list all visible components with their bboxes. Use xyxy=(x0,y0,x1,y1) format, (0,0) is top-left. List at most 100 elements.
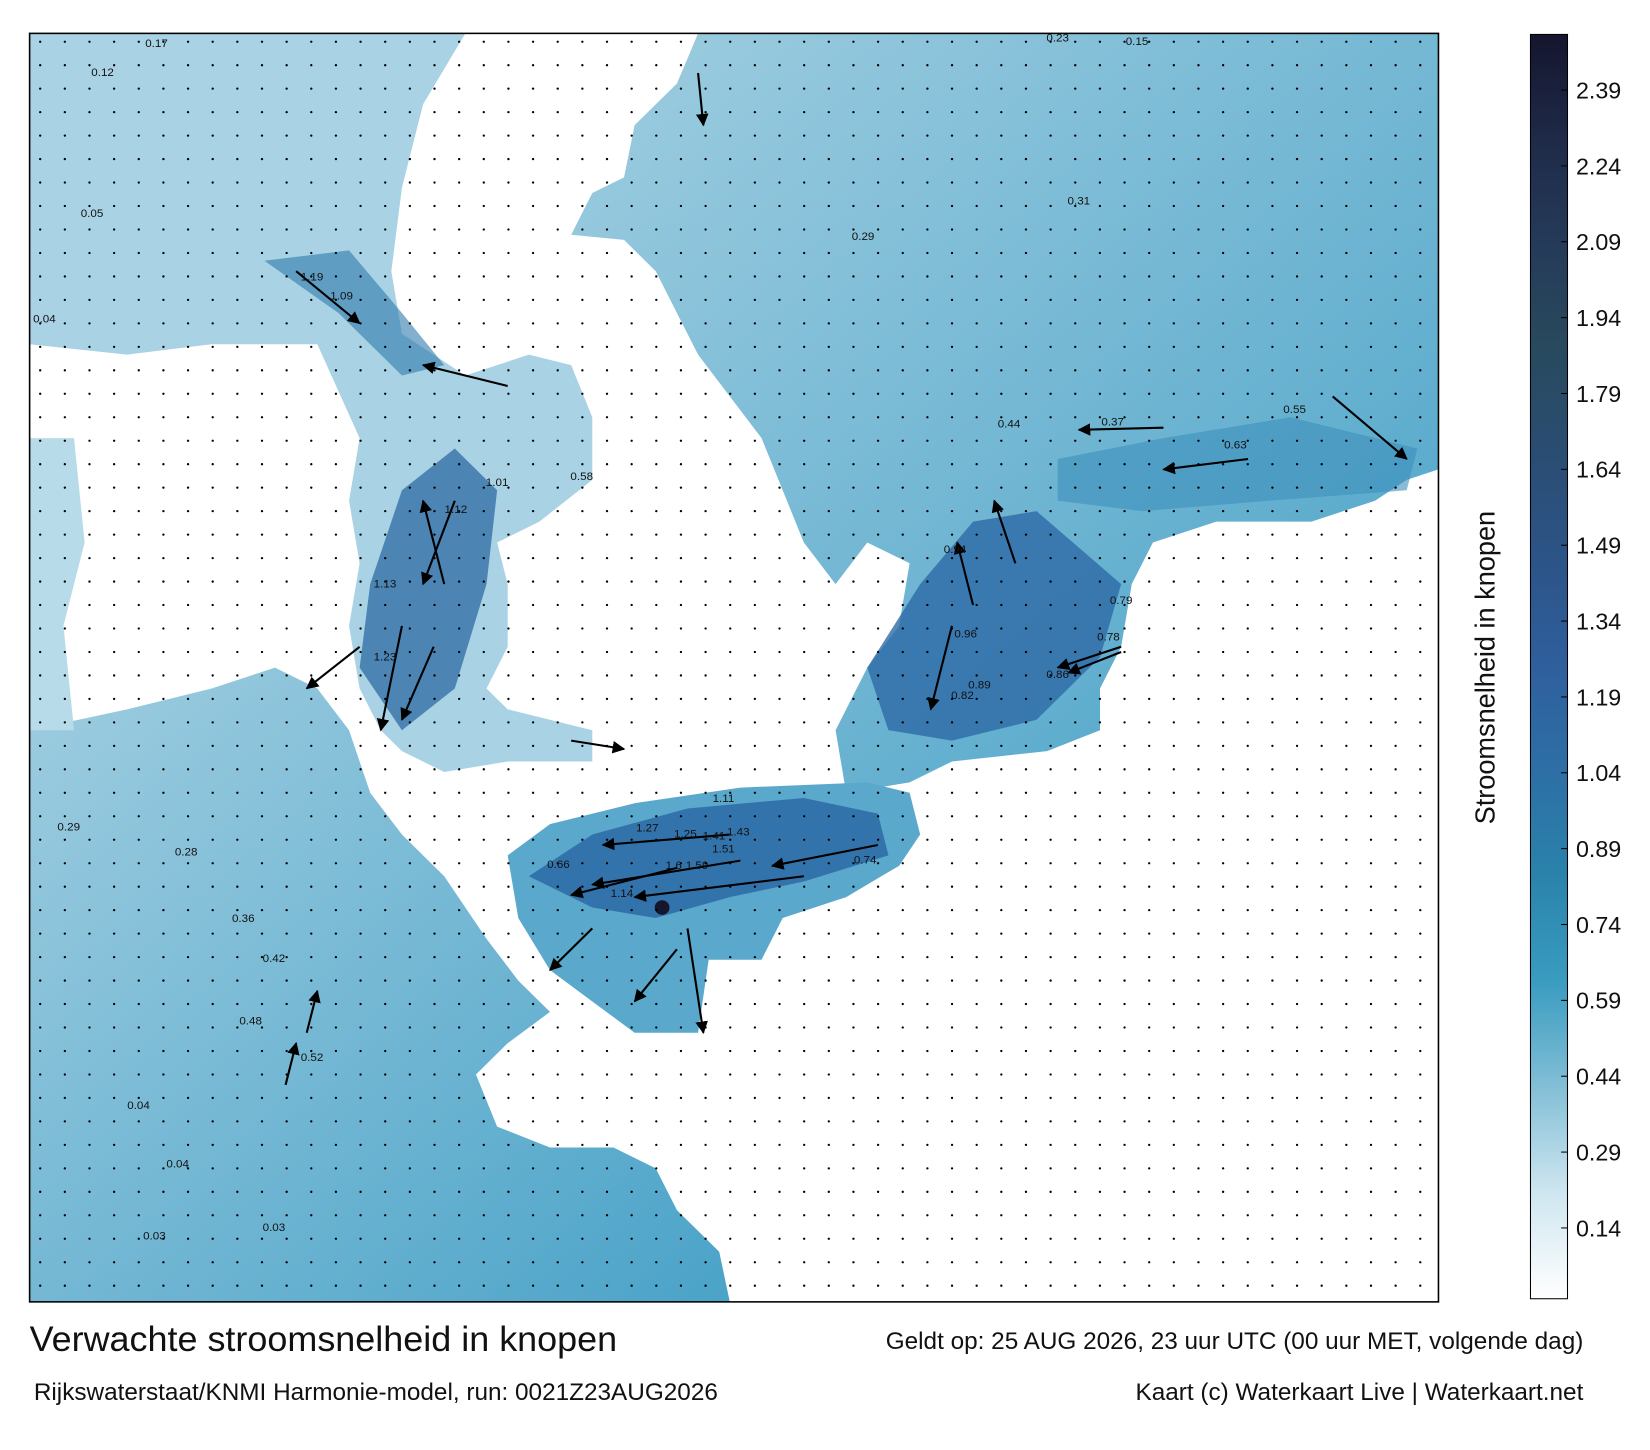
grid-dot xyxy=(285,416,288,419)
grid-dot xyxy=(704,392,707,395)
grid-dot xyxy=(236,1167,239,1170)
grid-dot xyxy=(704,1167,707,1170)
grid-dot xyxy=(605,322,609,325)
arrow xyxy=(1162,457,1249,475)
grid-dot xyxy=(901,955,904,959)
grid-dot xyxy=(1345,1261,1348,1264)
grid-dot xyxy=(1123,228,1126,231)
grid-dot xyxy=(112,791,116,794)
grid-dot xyxy=(901,1073,904,1076)
grid-dot xyxy=(112,1143,116,1147)
grid-dot xyxy=(556,87,559,90)
grid-dot xyxy=(137,979,140,982)
grid-dot xyxy=(211,1190,214,1193)
current-label: 0.86 xyxy=(1046,669,1069,681)
grid-dot xyxy=(1221,1261,1225,1264)
grid-dot xyxy=(63,815,66,818)
grid-dot xyxy=(1148,110,1151,114)
grid-dot xyxy=(408,204,412,208)
arrow xyxy=(601,833,730,851)
grid-dot xyxy=(852,204,855,208)
grid-dot xyxy=(704,439,707,442)
grid-dot xyxy=(1197,157,1200,161)
grid-dot xyxy=(901,134,904,137)
grid-dot xyxy=(482,392,485,395)
grid-dot xyxy=(1295,1261,1299,1264)
grid-dot xyxy=(482,721,485,724)
grid-dot xyxy=(926,580,929,583)
grid-dot xyxy=(827,87,830,90)
grid-dot xyxy=(975,862,978,865)
grid-dot xyxy=(1049,1026,1052,1029)
grid-dot xyxy=(1221,721,1225,724)
grid-dot xyxy=(1197,1284,1200,1287)
grid-dot xyxy=(112,1237,116,1240)
grid-dot xyxy=(704,1214,707,1217)
grid-dot xyxy=(1394,110,1397,114)
grid-dot xyxy=(630,322,633,325)
grid-dot xyxy=(1197,439,1200,442)
grid-dot xyxy=(876,955,880,959)
grid-dot xyxy=(876,40,880,43)
grid-dot xyxy=(926,110,929,114)
grid-dot xyxy=(482,697,485,701)
grid-dot xyxy=(1123,1049,1126,1053)
grid-dot xyxy=(1221,979,1225,982)
grid-dot xyxy=(1098,791,1102,794)
grid-dot xyxy=(1123,40,1126,43)
grid-dot xyxy=(630,768,633,771)
grid-dot xyxy=(1123,1261,1126,1264)
grid-dot xyxy=(1098,110,1102,114)
grid-dot xyxy=(655,580,658,583)
grid-dot xyxy=(1369,87,1373,90)
grid-dot xyxy=(112,744,116,748)
grid-dot xyxy=(1271,322,1274,325)
grid-dot xyxy=(457,1002,461,1006)
grid-dot xyxy=(1320,275,1323,278)
grid-dot xyxy=(1123,1284,1126,1287)
grid-dot xyxy=(211,1026,214,1029)
grid-dot xyxy=(1246,1143,1249,1147)
grid-dot xyxy=(803,932,806,935)
grid-dot xyxy=(926,510,929,513)
grid-dot xyxy=(1000,721,1003,724)
grid-dot xyxy=(482,791,485,794)
grid-dot xyxy=(1320,744,1323,748)
grid-dot xyxy=(556,392,559,395)
grid-dot xyxy=(1295,1190,1299,1193)
grid-dot xyxy=(729,932,732,935)
grid-dot xyxy=(1148,134,1151,137)
grid-dot xyxy=(704,416,707,419)
grid-dot xyxy=(186,510,190,513)
grid-dot xyxy=(334,955,338,959)
grid-dot xyxy=(334,439,338,442)
grid-dot xyxy=(975,1284,978,1287)
grid-dot xyxy=(630,439,633,442)
grid-dot xyxy=(359,251,362,255)
grid-dot xyxy=(655,439,658,442)
water xyxy=(571,33,1439,793)
grid-dot xyxy=(679,486,683,489)
grid-dot xyxy=(827,791,830,794)
grid-dot xyxy=(901,838,904,841)
grid-dot xyxy=(852,40,855,43)
grid-dot xyxy=(310,322,313,325)
grid-dot xyxy=(39,815,42,818)
grid-dot xyxy=(334,1237,338,1240)
grid-dot xyxy=(1049,768,1052,771)
grid-dot xyxy=(359,204,362,208)
grid-dot xyxy=(679,369,683,372)
grid-dot xyxy=(334,1143,338,1147)
grid-dot xyxy=(1123,862,1126,865)
current-label: 1.25 xyxy=(674,829,697,841)
grid-dot xyxy=(950,744,954,748)
grid-dot xyxy=(162,1190,165,1193)
grid-dot xyxy=(88,1002,91,1006)
grid-dot xyxy=(827,1190,830,1193)
grid-dot xyxy=(531,486,535,489)
grid-dot xyxy=(384,416,387,419)
current-label: 0.04 xyxy=(166,1158,189,1170)
grid-dot xyxy=(408,1261,412,1264)
grid-dot xyxy=(950,298,954,302)
grid-dot xyxy=(901,1143,904,1147)
